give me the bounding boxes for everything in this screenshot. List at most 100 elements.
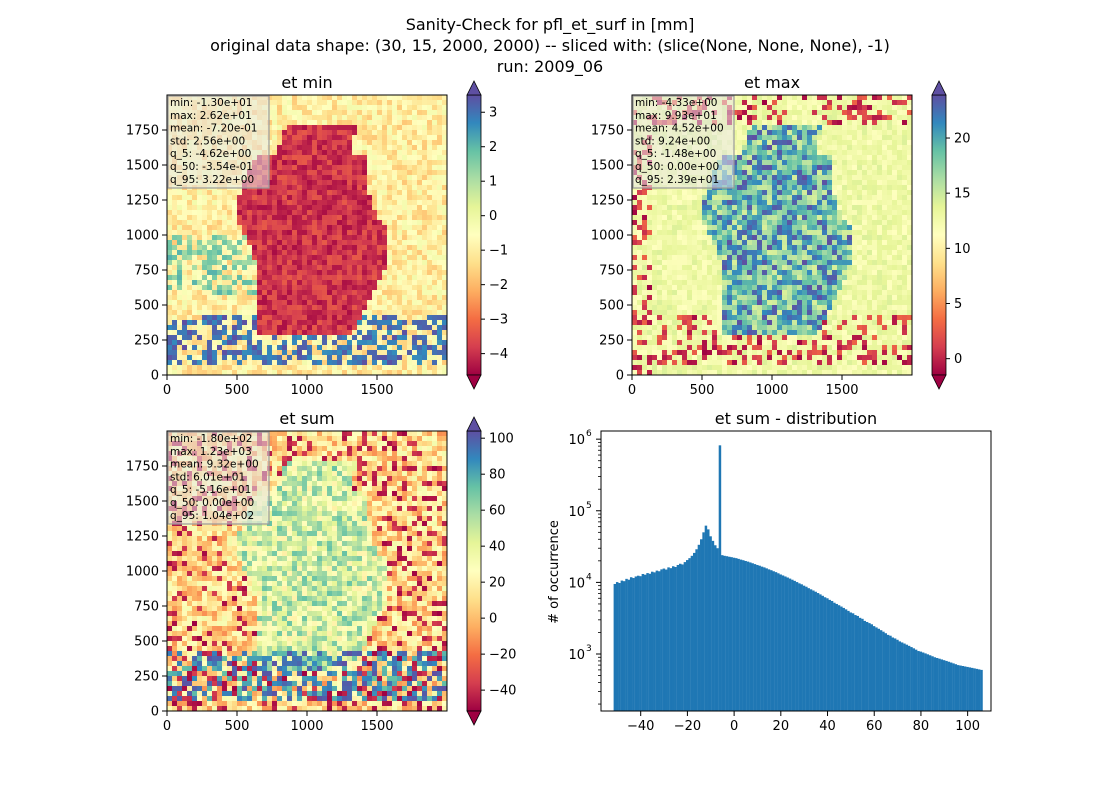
heatmap-cell — [752, 215, 758, 221]
heatmap-cell — [317, 350, 323, 356]
heatmap-cell — [902, 225, 908, 231]
heatmap-cell — [687, 190, 693, 196]
heatmap-cell — [372, 110, 378, 116]
heatmap-cell — [707, 225, 713, 231]
heatmap-cell — [702, 215, 708, 221]
heatmap-cell — [287, 350, 293, 356]
heatmap-cell — [892, 125, 898, 131]
heatmap-cell — [417, 180, 423, 186]
heatmap-cell — [377, 350, 383, 356]
heatmap-cell — [892, 150, 898, 156]
heatmap-cell — [337, 135, 343, 141]
heatmap-cell — [872, 220, 878, 226]
heatmap-cell — [427, 325, 433, 331]
heatmap-cell — [237, 340, 243, 346]
heatmap-cell — [442, 270, 448, 276]
heatmap-cell — [172, 195, 178, 201]
heatmap-cell — [297, 320, 303, 326]
heatmap-cell — [802, 250, 808, 256]
colorbar-extend-top — [466, 80, 482, 96]
heatmap-cell — [772, 215, 778, 221]
heatmap-cell — [437, 250, 443, 256]
heatmap-cell — [807, 235, 813, 241]
heatmap-cell — [332, 160, 338, 166]
heatmap-cell — [392, 110, 398, 116]
heatmap-cell — [282, 280, 288, 286]
heatmap-cell — [292, 125, 298, 131]
heatmap-cell — [377, 235, 383, 241]
heatmap-cell — [757, 110, 763, 116]
heatmap-cell — [857, 165, 863, 171]
heatmap-cell — [282, 125, 288, 131]
heatmap-cell — [707, 205, 713, 211]
heatmap-cell — [182, 325, 188, 331]
heatmap-cell — [807, 195, 813, 201]
heatmap-cell — [192, 250, 198, 256]
heatmap-cell — [367, 305, 373, 311]
heatmap-cell — [312, 130, 318, 136]
heatmap-cell — [317, 355, 323, 361]
heatmap-cell — [882, 195, 888, 201]
heatmap-cell — [292, 250, 298, 256]
heatmap-cell — [427, 190, 433, 196]
heatmap-cell — [432, 245, 438, 251]
heatmap-cell — [787, 230, 793, 236]
heatmap-cell — [287, 185, 293, 191]
heatmap-cell — [292, 350, 298, 356]
heatmap-cell — [387, 245, 393, 251]
heatmap-cell — [297, 250, 303, 256]
heatmap-cell — [407, 235, 413, 241]
heatmap-cell — [357, 130, 363, 136]
heatmap-cell — [857, 175, 863, 181]
heatmap-cell — [822, 125, 828, 131]
heatmap-cell — [207, 195, 213, 201]
heatmap-cell — [762, 150, 768, 156]
heatmap-cell — [322, 320, 328, 326]
heatmap-cell — [737, 230, 743, 236]
heatmap-cell — [427, 300, 433, 306]
heatmap-cell — [297, 235, 303, 241]
heatmap-cell — [372, 370, 378, 376]
heatmap-cell — [287, 240, 293, 246]
heatmap-cell — [792, 145, 798, 151]
heatmap-cell — [367, 250, 373, 256]
heatmap-cell — [802, 115, 808, 121]
heatmap-cell — [757, 195, 763, 201]
heatmap-cell — [387, 190, 393, 196]
heatmap-cell — [272, 325, 278, 331]
heatmap-cell — [382, 270, 388, 276]
heatmap-cell — [742, 195, 748, 201]
heatmap-cell — [372, 235, 378, 241]
heatmap-cell — [267, 355, 273, 361]
heatmap-cell — [897, 200, 903, 206]
heatmap-cell — [417, 250, 423, 256]
heatmap-cell — [862, 250, 868, 256]
heatmap-cell — [312, 105, 318, 111]
heatmap-cell — [307, 335, 313, 341]
heatmap-cell — [282, 100, 288, 106]
heatmap-cell — [372, 255, 378, 261]
heatmap-cell — [772, 145, 778, 151]
heatmap-cell — [357, 150, 363, 156]
heatmap-cell — [797, 135, 803, 141]
heatmap-cell — [862, 230, 868, 236]
heatmap-cell — [357, 310, 363, 316]
heatmap-cell — [887, 245, 893, 251]
heatmap-cell — [247, 275, 253, 281]
heatmap-cell — [312, 335, 318, 341]
heatmap-cell — [777, 185, 783, 191]
heatmap-cell — [302, 360, 308, 366]
heatmap-cell — [367, 315, 373, 321]
heatmap-cell — [342, 365, 348, 371]
heatmap-cell — [292, 325, 298, 331]
heatmap-cell — [432, 295, 438, 301]
heatmap-cell — [232, 245, 238, 251]
heatmap-cell — [177, 265, 183, 271]
heatmap-cell — [282, 145, 288, 151]
heatmap-cell — [317, 120, 323, 126]
heatmap-cell — [887, 180, 893, 186]
heatmap-cell — [187, 220, 193, 226]
heatmap-cell — [432, 195, 438, 201]
heatmap-cell — [867, 205, 873, 211]
heatmap-cell — [757, 130, 763, 136]
